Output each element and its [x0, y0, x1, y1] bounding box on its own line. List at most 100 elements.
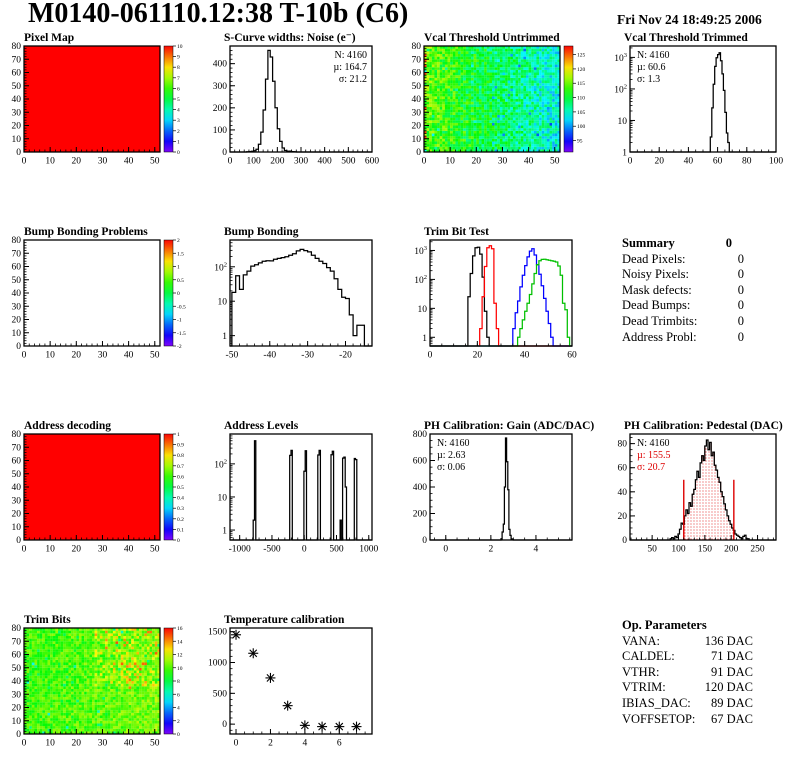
svg-text:10: 10 — [45, 157, 55, 167]
op-param-label: VTHR: — [622, 665, 660, 681]
svg-text:200: 200 — [413, 510, 428, 520]
svg-text:103: 103 — [414, 245, 427, 257]
summary-row: Dead Trimbits:0 — [622, 314, 744, 330]
op-param-label: VANA: — [622, 634, 660, 650]
svg-text:0: 0 — [177, 150, 180, 156]
summary-panel: Summary 0 Dead Pixels:0 Noisy Pixels:0 M… — [622, 236, 744, 345]
svg-text:3: 3 — [177, 118, 180, 124]
summary-item-label: Dead Trimbits: — [622, 314, 697, 330]
svg-text:10: 10 — [418, 305, 428, 315]
svg-text:σ: 1.3: σ: 1.3 — [637, 74, 660, 85]
svg-text:2: 2 — [488, 545, 493, 555]
svg-text:σ: 0.06: σ: 0.06 — [437, 462, 465, 473]
op-param-row: VANA: 136 DAC — [622, 634, 753, 650]
svg-text:10: 10 — [177, 44, 183, 50]
svg-text:0: 0 — [22, 351, 27, 361]
svg-text:0.7: 0.7 — [177, 464, 184, 470]
chart-title: Bump Bonding — [224, 226, 299, 238]
svg-text:1000: 1000 — [359, 545, 378, 555]
summary-item-value: 0 — [738, 330, 744, 346]
svg-text:0.1: 0.1 — [177, 527, 184, 533]
svg-text:10: 10 — [618, 117, 628, 127]
svg-text:µ: 2.63: µ: 2.63 — [437, 450, 466, 461]
svg-text:2: 2 — [177, 238, 180, 244]
svg-text:110: 110 — [577, 96, 585, 102]
op-param-value: 89 DAC — [711, 696, 753, 712]
svg-text:30: 30 — [412, 108, 422, 118]
svg-text:125: 125 — [577, 53, 586, 59]
svg-text:0.9: 0.9 — [177, 443, 184, 449]
svg-text:0.6: 0.6 — [177, 474, 184, 480]
svg-text:30: 30 — [498, 157, 508, 167]
summary-item-value: 0 — [738, 298, 744, 314]
svg-text:200: 200 — [270, 157, 285, 167]
summary-total: 0 — [726, 236, 744, 252]
svg-text:4: 4 — [177, 108, 180, 114]
summary-item-label: Mask defects: — [622, 283, 692, 299]
svg-text:60: 60 — [12, 263, 22, 273]
svg-text:µ: 60.6: µ: 60.6 — [637, 62, 666, 73]
svg-text:70: 70 — [12, 249, 22, 259]
svg-text:102: 102 — [614, 83, 627, 95]
svg-text:0: 0 — [22, 157, 27, 167]
svg-text:60: 60 — [412, 69, 422, 79]
op-param-value: 136 DAC — [705, 634, 753, 650]
op-param-label: CALDEL: — [622, 649, 675, 665]
svg-text:80: 80 — [742, 157, 752, 167]
svg-text:10: 10 — [45, 545, 55, 555]
svg-text:20: 20 — [12, 510, 22, 520]
svg-text:30: 30 — [98, 351, 108, 361]
svg-text:100: 100 — [577, 124, 586, 130]
svg-text:100: 100 — [213, 126, 228, 136]
svg-text:N: 4160: N: 4160 — [637, 438, 670, 449]
chart-title: Vcal Threshold Trimmed — [624, 32, 748, 44]
chart-title: Address Levels — [224, 420, 299, 432]
svg-text:40: 40 — [412, 95, 422, 105]
svg-text:6: 6 — [177, 86, 180, 92]
svg-text:105: 105 — [577, 110, 586, 116]
svg-text:600: 600 — [413, 457, 428, 467]
svg-text:20: 20 — [12, 316, 22, 326]
svg-text:30: 30 — [98, 157, 108, 167]
svg-text:1: 1 — [177, 139, 180, 145]
svg-text:7: 7 — [177, 76, 180, 82]
svg-text:102: 102 — [414, 274, 427, 286]
svg-text:50: 50 — [150, 545, 160, 555]
svg-text:-0.5: -0.5 — [177, 304, 186, 310]
svg-text:300: 300 — [213, 82, 228, 92]
svg-text:0: 0 — [177, 291, 180, 297]
svg-text:40: 40 — [618, 488, 628, 498]
svg-text:60: 60 — [12, 69, 22, 79]
date-stamp: Fri Nov 24 18:49:25 2006 — [617, 12, 762, 28]
svg-text:σ: 21.2: σ: 21.2 — [339, 74, 367, 85]
op-param-row: CALDEL:71 DAC — [622, 649, 753, 665]
svg-text:60: 60 — [713, 157, 723, 167]
svg-text:0.8: 0.8 — [177, 453, 184, 459]
chart-title: Bump Bonding Problems — [24, 226, 148, 238]
svg-text:10: 10 — [412, 135, 422, 145]
chart-title: Trim Bit Test — [424, 226, 489, 238]
svg-text:-40: -40 — [263, 351, 276, 361]
summary-item-label: Dead Pixels: — [622, 252, 686, 268]
chart-title: Temperature calibration — [224, 614, 345, 626]
svg-text:N: 4160: N: 4160 — [637, 50, 670, 61]
svg-text:50: 50 — [150, 157, 160, 167]
svg-text:102: 102 — [214, 261, 227, 273]
svg-text:-2: -2 — [177, 344, 182, 350]
svg-text:0.4: 0.4 — [177, 496, 184, 502]
svg-text:µ: 155.5: µ: 155.5 — [637, 450, 671, 461]
svg-text:30: 30 — [12, 108, 22, 118]
svg-text:0: 0 — [422, 157, 427, 167]
